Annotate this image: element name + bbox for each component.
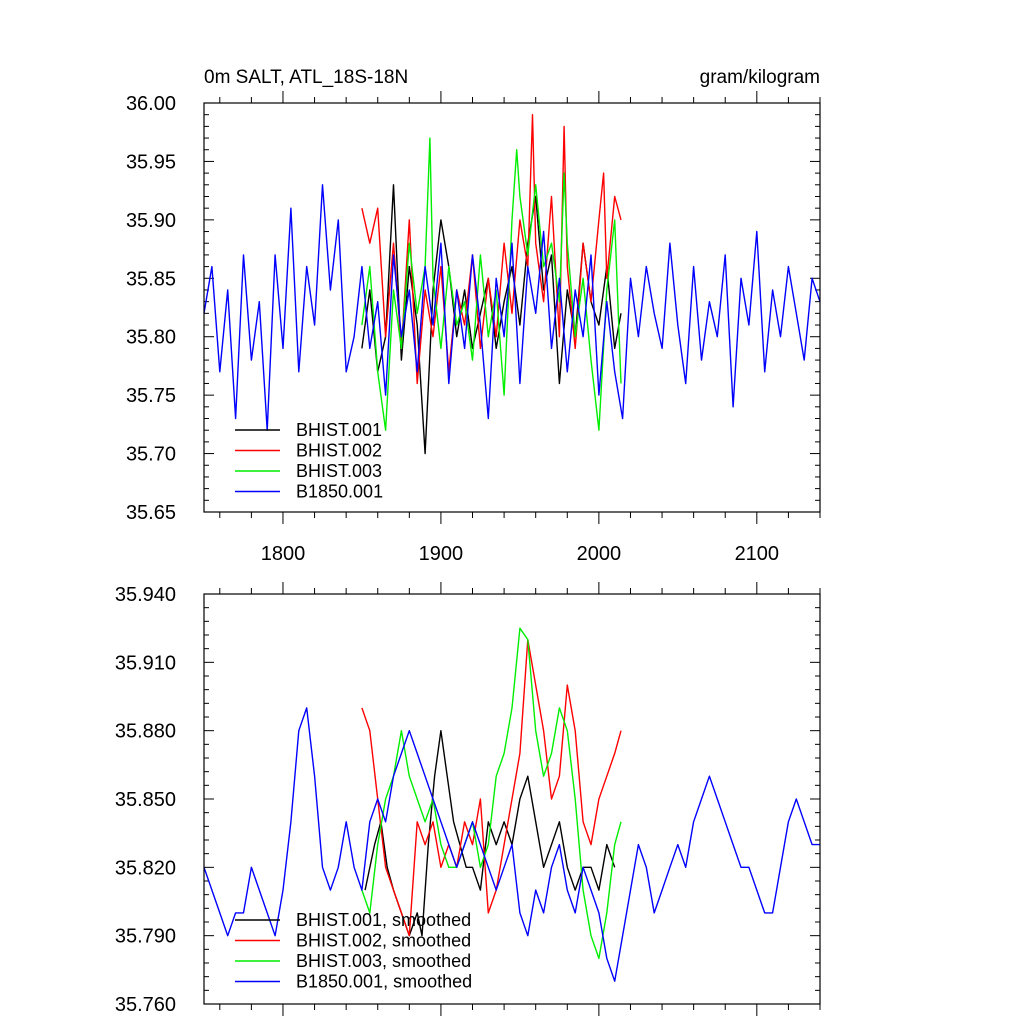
y-tick-label: 35.85 bbox=[126, 268, 176, 290]
y-tick-label: 35.760 bbox=[115, 994, 176, 1016]
legend-label: BHIST.001 bbox=[296, 420, 382, 440]
top-panel-frame bbox=[203, 102, 821, 513]
x-tick-label: 1900 bbox=[419, 543, 464, 565]
series-line bbox=[361, 113, 622, 385]
y-tick-label: 35.65 bbox=[126, 502, 176, 524]
bottom-panel-series bbox=[203, 627, 820, 982]
top-panel-ticks: 35.65 35.70 35.75 35.80 35.85 35.90 35.95 36.00… bbox=[126, 91, 821, 565]
legend-label: B1850.001, smoothed bbox=[296, 972, 472, 992]
x-tick-label: 2000 bbox=[577, 543, 622, 565]
series-line bbox=[203, 707, 820, 982]
y-tick-label: 35.790 bbox=[115, 926, 176, 948]
series-line bbox=[361, 627, 622, 960]
legend-label: B1850.001 bbox=[296, 482, 383, 502]
series-line bbox=[361, 638, 622, 937]
series-line bbox=[361, 137, 622, 431]
legend-label: BHIST.002, smoothed bbox=[296, 931, 471, 951]
y-tick-label: 35.910 bbox=[115, 652, 176, 674]
top-panel-series bbox=[203, 113, 821, 455]
y-tick-label: 35.820 bbox=[115, 857, 176, 879]
y-tick-label: 35.940 bbox=[115, 584, 176, 606]
legend-label: BHIST.002 bbox=[296, 441, 382, 461]
y-tick-label: 35.850 bbox=[115, 789, 176, 811]
y-tick-label: 35.70 bbox=[126, 444, 176, 466]
y-tick-label: 35.75 bbox=[126, 385, 176, 407]
legend-label: BHIST.003 bbox=[296, 461, 382, 481]
y-tick-label: 35.90 bbox=[126, 210, 176, 232]
y-tick-label: 35.880 bbox=[115, 721, 176, 743]
x-tick-label: 2100 bbox=[735, 543, 780, 565]
y-tick-label: 36.00 bbox=[126, 93, 176, 115]
x-tick-label: 1800 bbox=[261, 543, 306, 565]
chart-title: 0m SALT, ATL_18S-18N bbox=[204, 67, 408, 88]
y-tick-label: 35.95 bbox=[126, 151, 176, 173]
series-line bbox=[203, 184, 821, 431]
chart-units: gram/kilogram bbox=[700, 67, 820, 88]
bottom-panel-ticks: 35.760 35.790 35.820 35.850 35.880 35.910 35.9… bbox=[115, 582, 821, 1016]
y-tick-label: 35.80 bbox=[126, 327, 176, 349]
legend-label: BHIST.003, smoothed bbox=[296, 951, 471, 971]
bottom-panel-frame bbox=[203, 593, 821, 1005]
legend-label: BHIST.001, smoothed bbox=[296, 910, 471, 930]
